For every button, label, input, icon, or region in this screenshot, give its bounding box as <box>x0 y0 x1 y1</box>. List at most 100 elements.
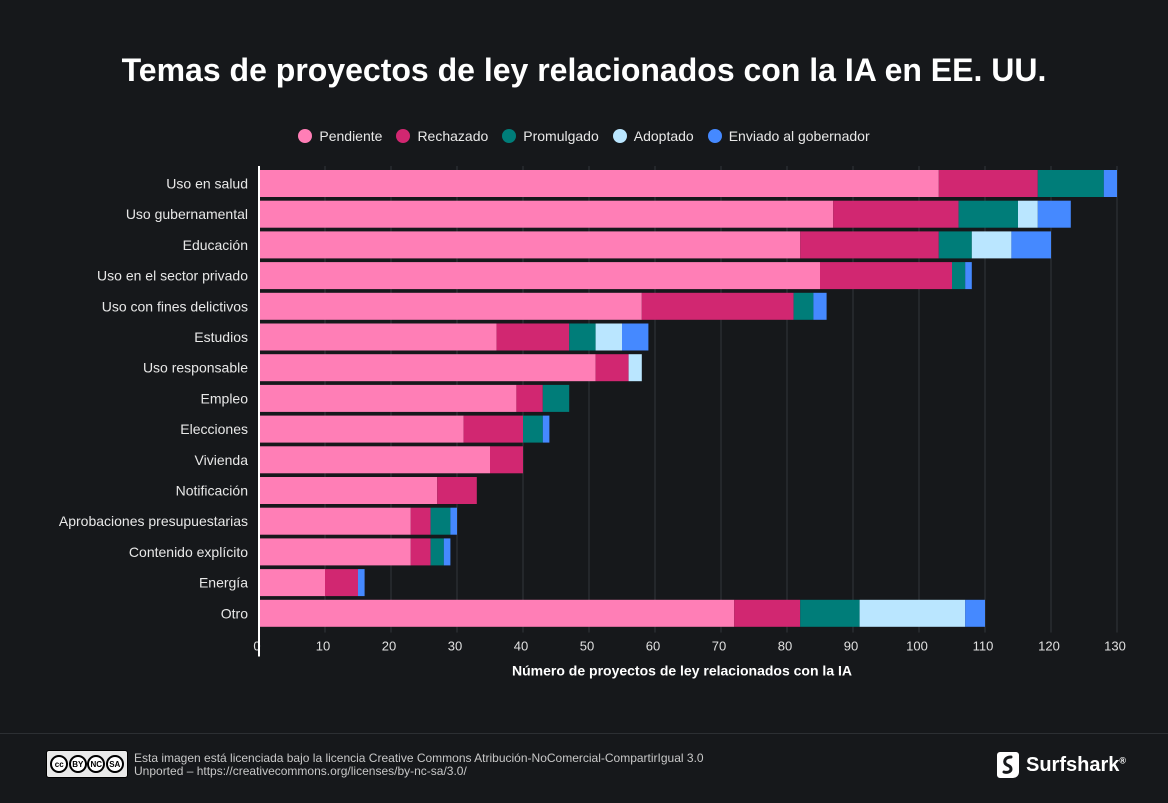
bar-segment-promulgado[interactable] <box>523 415 543 443</box>
legend-swatch-adoptado <box>612 129 627 143</box>
bar-segment-rechazado[interactable] <box>938 170 1038 197</box>
x-tick-labels: 0 10 20 30 40 50 60 70 80 90 100 110 120 130 <box>253 639 1125 654</box>
bar-segment-adoptado[interactable] <box>595 323 622 351</box>
bar-segment-promulgado[interactable] <box>430 507 451 535</box>
bar-segment-enviado-al-gobernador[interactable] <box>1103 170 1117 197</box>
bar-segment-promulgado[interactable] <box>569 323 596 351</box>
bar-segment-rechazado[interactable] <box>833 200 959 228</box>
bar-segment-enviado-al-gobernador[interactable] <box>542 415 550 443</box>
bar-segment-rechazado[interactable] <box>496 323 570 351</box>
bar-segment-enviado-al-gobernador[interactable] <box>443 538 451 566</box>
bar-segment-pendiente[interactable] <box>259 323 497 351</box>
legend-label-adoptado: Adoptado <box>633 128 694 144</box>
bar-segment-enviado-al-gobernador[interactable] <box>965 599 985 627</box>
bar-segment-rechazado[interactable] <box>516 384 543 412</box>
x-tick-label: 70 <box>712 639 726 654</box>
legend-item-rechazado[interactable]: Rechazado <box>396 128 488 144</box>
bar-segment-enviado-al-gobernador[interactable] <box>358 569 365 597</box>
bar-segment-rechazado[interactable] <box>641 292 794 320</box>
legend-swatch-promulgado <box>502 129 517 143</box>
bar-segment-rechazado[interactable] <box>820 262 952 290</box>
bar-segment-rechazado[interactable] <box>734 599 801 627</box>
category-label: Vivienda <box>195 452 249 468</box>
category-label: Contenido explícito <box>129 544 248 560</box>
bar-segment-promulgado[interactable] <box>800 599 860 627</box>
legend-item-adoptado[interactable]: Adoptado <box>612 128 694 144</box>
brand-name-text: Surfshark <box>1026 753 1120 776</box>
bar-segment-promulgado[interactable] <box>958 200 1018 228</box>
legend-item-pendiente[interactable]: Pendiente <box>298 128 382 144</box>
bar-segment-pendiente[interactable] <box>259 231 801 259</box>
bar-segment-promulgado[interactable] <box>952 262 966 290</box>
category-label: Otro <box>221 605 248 621</box>
bar-segment-rechazado[interactable] <box>410 538 431 566</box>
x-tick-label: 30 <box>448 639 462 654</box>
bar-segment-adoptado[interactable] <box>971 231 1012 259</box>
bar-segment-rechazado[interactable] <box>800 231 939 259</box>
bar-segment-pendiente[interactable] <box>259 292 642 320</box>
legend-swatch-pendiente <box>298 129 313 143</box>
category-label: Notificación <box>176 483 248 499</box>
bar-segment-adoptado[interactable] <box>1018 200 1038 228</box>
bar-segment-enviado-al-gobernador[interactable] <box>1011 231 1051 259</box>
x-tick-label: 80 <box>778 639 792 654</box>
bar-segment-pendiente[interactable] <box>259 384 517 412</box>
bar-segment-pendiente[interactable] <box>259 599 735 627</box>
x-tick-label: 50 <box>580 639 594 654</box>
x-tick-label: 120 <box>1038 639 1060 654</box>
cc-logo-icon: cc <box>50 755 69 773</box>
bar-segment-pendiente[interactable] <box>259 507 411 535</box>
bar-segment-rechazado[interactable] <box>490 446 523 474</box>
x-tick-label: 110 <box>973 639 994 654</box>
bar-segment-enviado-al-gobernador[interactable] <box>1037 200 1071 228</box>
bar-segment-enviado-al-gobernador[interactable] <box>813 292 827 320</box>
bar-segment-rechazado[interactable] <box>595 354 629 382</box>
legend-label-promulgado: Promulgado <box>523 128 599 144</box>
bar-segment-pendiente[interactable] <box>259 200 834 228</box>
bar-segment-pendiente[interactable] <box>259 262 820 290</box>
bar-segment-pendiente[interactable] <box>259 354 596 382</box>
bar-segment-promulgado[interactable] <box>793 292 814 320</box>
chart-legend: Pendiente Rechazado Promulgado Adoptado … <box>0 128 1168 144</box>
category-label: Aprobaciones presupuestarias <box>59 513 248 529</box>
bar-segment-promulgado[interactable] <box>542 384 570 412</box>
bar-segment-enviado-al-gobernador[interactable] <box>450 507 457 535</box>
bar-segment-enviado-al-gobernador[interactable] <box>622 323 649 351</box>
category-label: Estudios <box>194 329 248 345</box>
x-tick-label: 10 <box>316 639 330 654</box>
legend-item-enviado[interactable]: Enviado al gobernador <box>707 128 870 144</box>
x-tick-label: 130 <box>1104 639 1126 654</box>
bar-segment-rechazado[interactable] <box>410 507 431 535</box>
legend-label-rechazado: Rechazado <box>417 128 489 144</box>
bar-segment-pendiente[interactable] <box>259 477 438 504</box>
bar-segment-adoptado[interactable] <box>859 599 966 627</box>
legend-swatch-rechazado <box>396 129 411 143</box>
bar-segment-promulgado[interactable] <box>430 538 444 566</box>
brand-logo: Surfshark® <box>996 750 1126 780</box>
bar-segments <box>259 170 1117 627</box>
legend-item-promulgado[interactable]: Promulgado <box>502 128 599 144</box>
license-line-2[interactable]: Unported – https://creativecommons.org/l… <box>134 764 467 778</box>
bar-segment-rechazado[interactable] <box>463 415 523 443</box>
category-label: Uso en el sector privado <box>97 268 248 284</box>
legend-swatch-enviado <box>707 129 722 143</box>
bar-segment-pendiente[interactable] <box>259 538 411 566</box>
bar-segment-rechazado[interactable] <box>437 477 477 504</box>
category-labels: Uso en salud Uso gubernamental Educación Us… <box>59 176 248 622</box>
bar-chart: Uso en salud Uso gubernamental Educación Us… <box>59 166 1126 679</box>
bar-segment-pendiente[interactable] <box>259 170 939 197</box>
bar-segment-enviado-al-gobernador[interactable] <box>965 262 972 290</box>
category-label: Uso responsable <box>143 360 248 376</box>
x-tick-label: 20 <box>382 639 396 654</box>
cc-nc-icon: NC <box>87 755 106 773</box>
bar-segment-promulgado[interactable] <box>938 231 972 259</box>
license-line-1: Esta imagen está licenciada bajo la lice… <box>134 751 704 765</box>
bar-segment-promulgado[interactable] <box>1037 170 1104 197</box>
bar-segment-pendiente[interactable] <box>259 446 490 474</box>
category-label: Empleo <box>201 390 249 406</box>
license-text: Esta imagen está licenciada bajo la lice… <box>134 752 754 778</box>
bar-segment-rechazado[interactable] <box>325 569 358 597</box>
bar-segment-pendiente[interactable] <box>259 569 325 597</box>
bar-segment-pendiente[interactable] <box>259 415 464 443</box>
bar-segment-adoptado[interactable] <box>628 354 642 382</box>
